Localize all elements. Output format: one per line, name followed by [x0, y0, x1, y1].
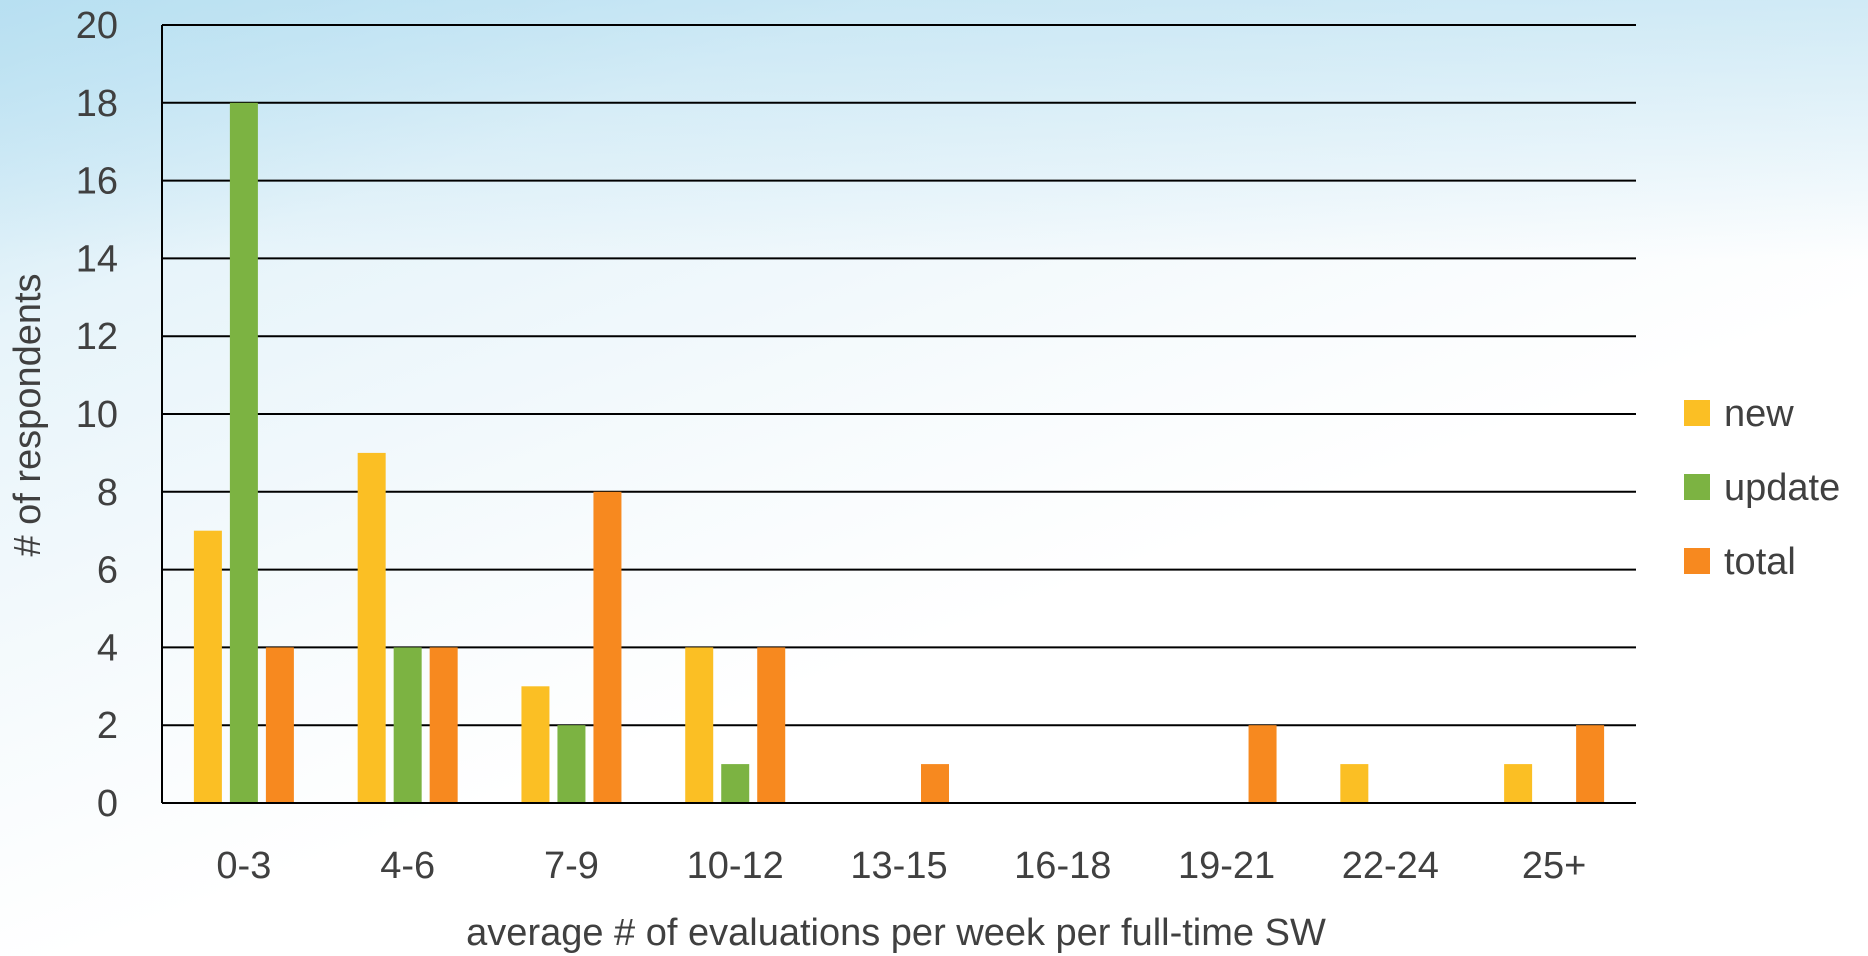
x-tick-label: 10-12 — [687, 845, 784, 887]
legend-swatch-total — [1684, 548, 1710, 574]
x-tick-label: 16-18 — [1014, 845, 1111, 887]
bar-new-4-6 — [357, 452, 386, 803]
x-tick-label: 22-24 — [1342, 845, 1439, 887]
bar-total-25+ — [1576, 725, 1605, 803]
bar-total-0-3 — [265, 647, 294, 803]
legend-label-new: new — [1724, 393, 1794, 435]
x-tick-label: 13-15 — [850, 845, 947, 887]
x-tick-label: 0-3 — [216, 845, 271, 887]
legend-label-update: update — [1724, 467, 1840, 509]
x-tick-label: 19-21 — [1178, 845, 1275, 887]
bar-total-10-12 — [757, 647, 786, 803]
legend-swatch-new — [1684, 400, 1710, 426]
bar-new-7-9 — [521, 686, 550, 803]
y-tick-label: 6 — [97, 550, 118, 592]
bar-update-10-12 — [721, 764, 750, 803]
bar-total-13-15 — [921, 764, 949, 803]
y-tick-label: 14 — [76, 238, 118, 280]
legend-swatch-update — [1684, 474, 1710, 500]
y-tick-label: 10 — [76, 394, 118, 436]
y-tick-label: 8 — [97, 472, 118, 514]
bar-total-7-9 — [593, 491, 622, 803]
y-tick-label: 4 — [97, 627, 118, 669]
bar-new-0-3 — [193, 530, 222, 803]
y-tick-label: 0 — [97, 783, 118, 825]
y-axis-title: # of respondents — [7, 273, 49, 556]
bar-new-22-24 — [1340, 764, 1369, 803]
bar-update-4-6 — [393, 647, 422, 803]
y-tick-label: 12 — [76, 316, 118, 358]
bar-total-19-21 — [1248, 725, 1277, 803]
bar-update-7-9 — [557, 725, 586, 803]
x-axis-ticks: 0-3 4-6 7-9 10-12 13-15 16-18 19-21 22-24 25+ — [216, 845, 1586, 887]
x-axis-title: average # of evaluations per week per fu… — [466, 912, 1326, 954]
x-tick-label: 25+ — [1522, 845, 1586, 887]
y-tick-label: 2 — [97, 705, 118, 747]
bar-new-10-12 — [685, 647, 714, 803]
x-tick-label: 4-6 — [380, 845, 435, 887]
bars — [162, 102, 1636, 804]
y-tick-label: 20 — [76, 5, 118, 47]
bar-new-25+ — [1504, 764, 1533, 803]
bar-update-0-3 — [229, 102, 258, 804]
legend-label-total: total — [1724, 541, 1796, 583]
y-tick-label: 18 — [76, 83, 118, 125]
bar-total-4-6 — [429, 647, 458, 803]
y-tick-label: 16 — [76, 161, 118, 203]
x-tick-label: 7-9 — [544, 845, 599, 887]
legend: new update total — [1684, 393, 1840, 583]
y-axis-ticks: 0 2 4 6 8 10 12 14 16 18 20 — [76, 5, 118, 825]
